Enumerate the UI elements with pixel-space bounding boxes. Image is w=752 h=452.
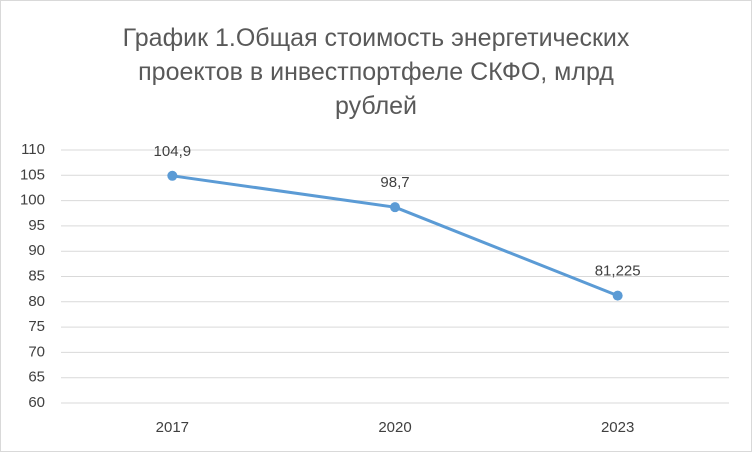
data-label: 104,9 [154,143,192,160]
y-tick-label: 80 [28,293,45,310]
y-tick-label: 60 [28,394,45,411]
y-tick-label: 85 [28,267,45,284]
y-tick-label: 95 [28,217,45,234]
data-point [390,202,400,213]
y-tick-label: 65 [28,369,45,386]
y-tick-label: 75 [28,318,45,335]
y-tick-label: 105 [20,166,45,183]
data-label: 81,225 [595,263,641,280]
x-tick-label: 2023 [601,419,634,436]
data-point [612,290,623,301]
data-label: 98,7 [380,174,409,191]
y-tick-label: 90 [28,242,45,259]
y-tick-label: 100 [20,192,45,209]
x-tick-label: 2020 [378,419,411,436]
y-tick-label: 70 [28,343,45,360]
chart-title: График 1.Общая стоимость энергетических … [122,24,630,120]
series-line [172,174,619,297]
x-tick-label: 2017 [156,419,189,436]
y-tick-label: 110 [21,141,45,158]
data-point [167,170,178,181]
